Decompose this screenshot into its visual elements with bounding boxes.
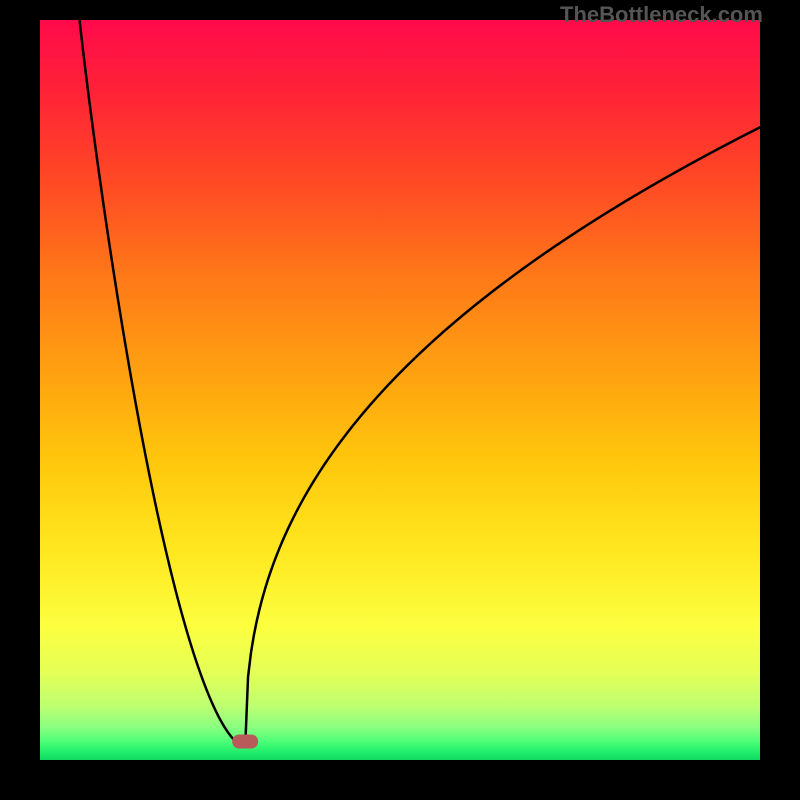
plot-background — [40, 20, 760, 760]
optimum-marker — [232, 735, 258, 749]
chart-root: TheBottleneck.com — [0, 0, 800, 800]
bottleneck-chart — [0, 0, 800, 800]
